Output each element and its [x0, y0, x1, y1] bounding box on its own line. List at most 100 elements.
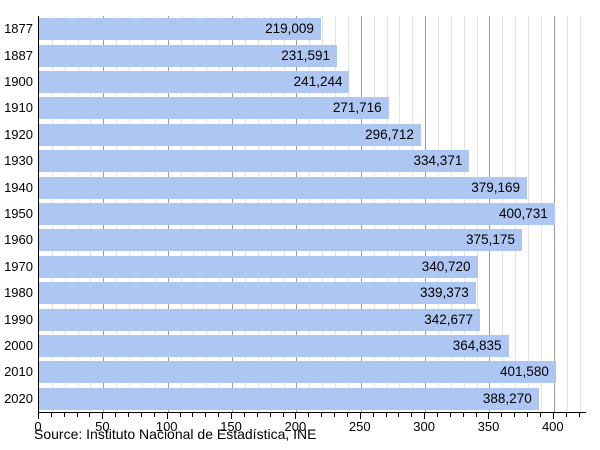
axis-tick	[166, 413, 168, 419]
plot-area: 219,009 231,591 241,244 271,716 296,712 334,3…	[38, 16, 586, 413]
year-label: 2000	[4, 338, 33, 353]
bar: 400,731	[39, 203, 555, 225]
bar: 364,835	[39, 335, 509, 357]
bar: 375,175	[39, 229, 522, 252]
minor-gridline	[579, 16, 581, 412]
x-tick-label: 200	[284, 419, 307, 434]
bar: 271,716	[39, 97, 389, 120]
bar-value-label: 339,373	[419, 285, 469, 301]
bar-value-label: 375,175	[466, 232, 515, 248]
axis-tick	[205, 413, 207, 417]
x-tick-label: 150	[220, 419, 242, 434]
axis-tick	[346, 413, 348, 417]
bar-value-label: 342,677	[424, 311, 474, 327]
bar: 388,270	[39, 387, 539, 410]
year-label: 1980	[4, 285, 33, 301]
year-label: 1960	[4, 232, 33, 248]
x-tick-label: 300	[413, 419, 435, 434]
axis-tick	[76, 413, 78, 417]
axis-tick	[282, 413, 284, 417]
axis-tick	[256, 413, 258, 417]
axis-tick	[321, 413, 323, 417]
year-label: 1887	[4, 47, 33, 63]
bar-value-label: 231,591	[281, 47, 331, 63]
x-tick-label: 50	[95, 419, 110, 434]
x-tick-label: 400	[541, 419, 564, 434]
axis-tick	[218, 413, 220, 417]
axis-tick	[115, 413, 117, 417]
axis-tick	[334, 413, 336, 417]
bar: 401,580	[39, 361, 556, 384]
axis-tick	[462, 413, 464, 417]
year-label: 1900	[4, 74, 33, 89]
x-tick-label: 250	[348, 419, 371, 434]
axis-tick	[243, 413, 245, 417]
bar-value-label: 379,169	[471, 179, 520, 195]
year-label: 2010	[4, 364, 33, 380]
axis-tick	[372, 413, 374, 417]
year-label: 1990	[4, 311, 33, 327]
axis-tick	[295, 413, 297, 419]
bar: 219,009	[39, 18, 321, 41]
axis-tick	[38, 413, 39, 419]
bar: 334,371	[39, 150, 470, 173]
axis-tick	[359, 413, 361, 419]
axis-tick	[308, 413, 310, 417]
x-tick-label: 350	[477, 419, 500, 434]
bar: 340,720	[39, 255, 478, 278]
axis-tick	[153, 413, 155, 417]
axis-tick	[488, 413, 490, 419]
bar-value-label: 364,835	[452, 338, 502, 353]
axis-tick	[539, 413, 541, 417]
bar-value-label: 401,580	[500, 364, 549, 380]
year-label: 1940	[4, 179, 33, 195]
axis-tick	[514, 413, 516, 417]
bar: 231,591	[39, 44, 338, 67]
axis-tick	[398, 413, 400, 417]
x-tick-label: 100	[155, 419, 178, 434]
year-label: 1950	[4, 206, 33, 221]
bar: 296,712	[39, 123, 421, 146]
axis-tick	[269, 413, 271, 417]
axis-tick	[128, 413, 130, 417]
year-label: 1930	[4, 153, 33, 169]
axis-tick	[63, 413, 65, 417]
axis-tick	[565, 413, 567, 417]
axis-tick	[527, 413, 529, 417]
bar-value-label: 271,716	[332, 100, 382, 116]
year-label: 1877	[4, 21, 33, 37]
axis-tick	[231, 413, 233, 419]
axis-tick	[552, 413, 554, 419]
axis-tick	[385, 413, 387, 417]
axis-tick	[501, 413, 503, 417]
bar-value-label: 388,270	[482, 390, 532, 406]
x-tick-label: 0	[34, 419, 42, 434]
axis-tick	[424, 413, 426, 419]
axis-tick	[475, 413, 477, 417]
bar: 339,373	[39, 282, 476, 305]
bar: 241,244	[39, 71, 350, 93]
bar-value-label: 241,244	[293, 74, 343, 89]
axis-tick	[89, 413, 91, 417]
bar-value-label: 400,731	[498, 206, 548, 221]
bar-value-label: 334,371	[413, 153, 463, 169]
source-caption: Source: Instituto Nacional de Estadístic…	[34, 426, 317, 442]
axis-tick	[436, 413, 438, 417]
axis-tick	[449, 413, 451, 417]
bar: 379,169	[39, 176, 527, 199]
bar-value-label: 296,712	[365, 126, 414, 142]
axis-tick	[192, 413, 194, 417]
year-label: 1910	[4, 100, 33, 116]
year-label: 1920	[4, 126, 33, 142]
axis-tick	[179, 413, 181, 417]
bar-value-label: 340,720	[421, 258, 471, 274]
year-label: 1970	[4, 258, 33, 274]
bar-value-label: 219,009	[265, 21, 314, 37]
axis-tick	[102, 413, 104, 419]
bar: 342,677	[39, 308, 481, 331]
minor-gridline	[566, 16, 568, 412]
year-label: 2020	[4, 390, 33, 406]
axis-tick	[578, 413, 580, 417]
axis-tick	[411, 413, 413, 417]
